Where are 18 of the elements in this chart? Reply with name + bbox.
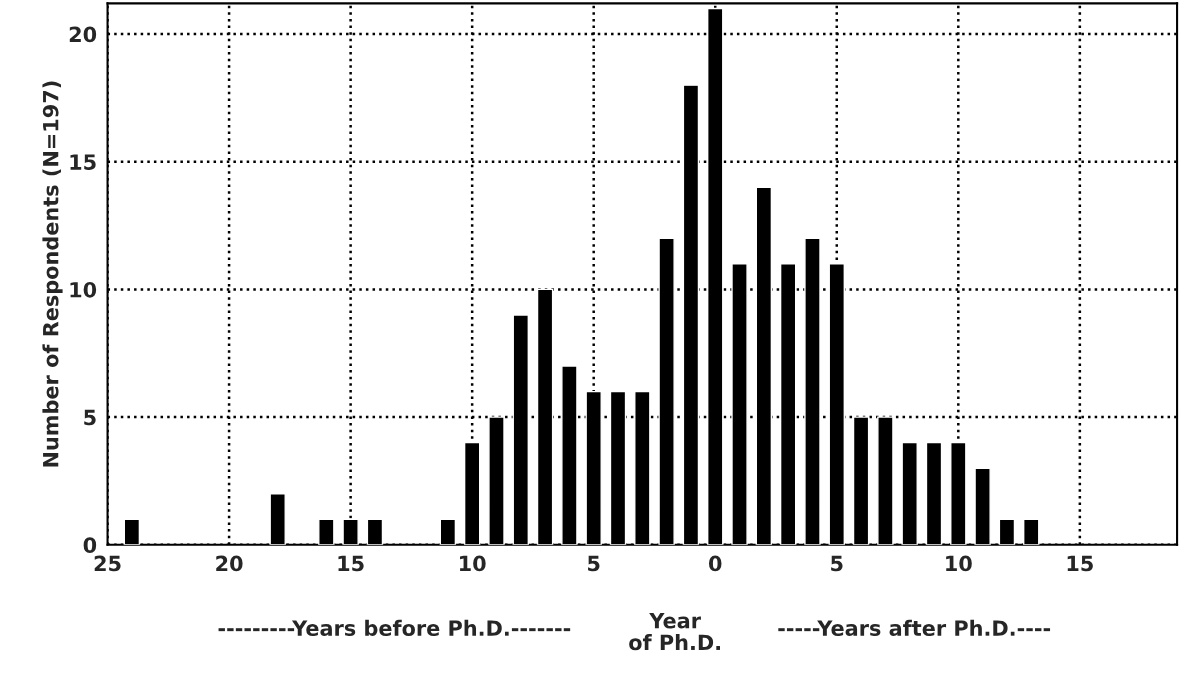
- x-tick-label: 5: [588, 555, 600, 572]
- x-tick-label: 0: [708, 555, 722, 572]
- text: -----Years after Ph.D.----: [778, 619, 1051, 636]
- y-axis-title: Number of Respondents (N=197): [42, 81, 63, 467]
- y-tick-label: 20: [69, 26, 97, 43]
- x-tick-label: 25: [94, 555, 121, 572]
- x-tick-label: 20: [216, 555, 243, 572]
- text: Year of Ph.D.: [629, 613, 720, 651]
- y-tick-label: 10: [70, 281, 97, 298]
- x-tick-label: 10: [946, 555, 972, 572]
- x-tick-label: 15: [338, 555, 364, 572]
- y-tick-label: 15: [70, 154, 96, 170]
- text: ---------Years before Ph.D.-------: [218, 619, 571, 636]
- x-tick-label: 15: [1067, 555, 1093, 572]
- x-tick-label: 10: [460, 555, 486, 572]
- x-tick-label: 5: [831, 555, 843, 572]
- y-tick-label: 5: [84, 409, 96, 426]
- y-tick-label: 0: [83, 537, 97, 554]
